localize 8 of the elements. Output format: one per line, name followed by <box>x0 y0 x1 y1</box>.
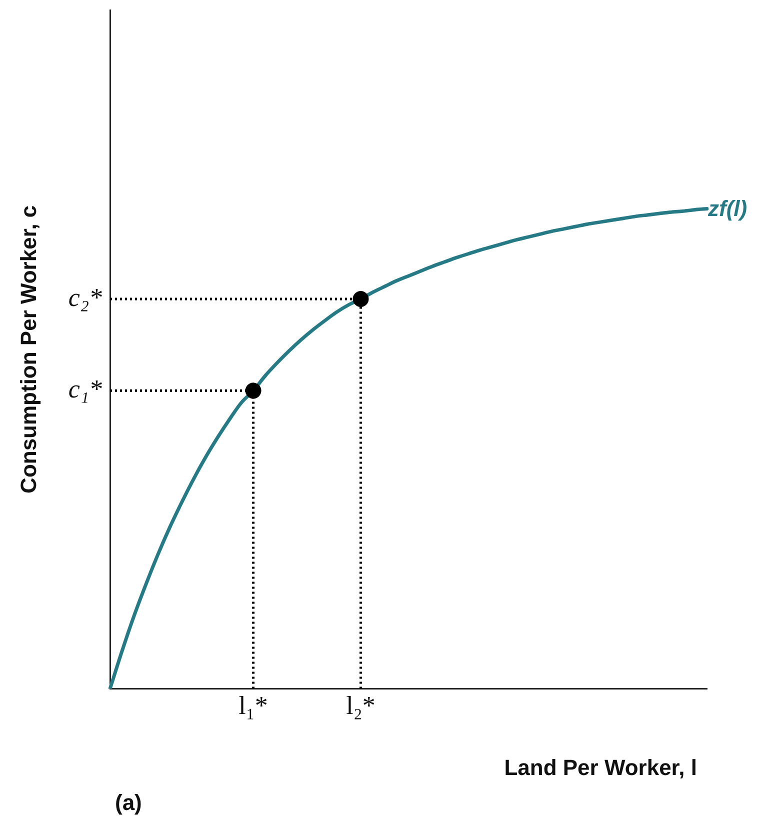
x-axis-title: Land Per Worker, l <box>504 754 697 780</box>
x-tick-label: l₁* <box>238 691 268 720</box>
x-tick-label: l₂* <box>346 691 376 720</box>
ref-line-label: c₂* <box>68 282 102 312</box>
y-axis-title: Consumption Per Worker, c <box>16 205 42 494</box>
ref-line-label: c₁* <box>68 374 102 404</box>
text: (a) <box>115 790 142 815</box>
series-label: zf(l) <box>707 196 748 221</box>
